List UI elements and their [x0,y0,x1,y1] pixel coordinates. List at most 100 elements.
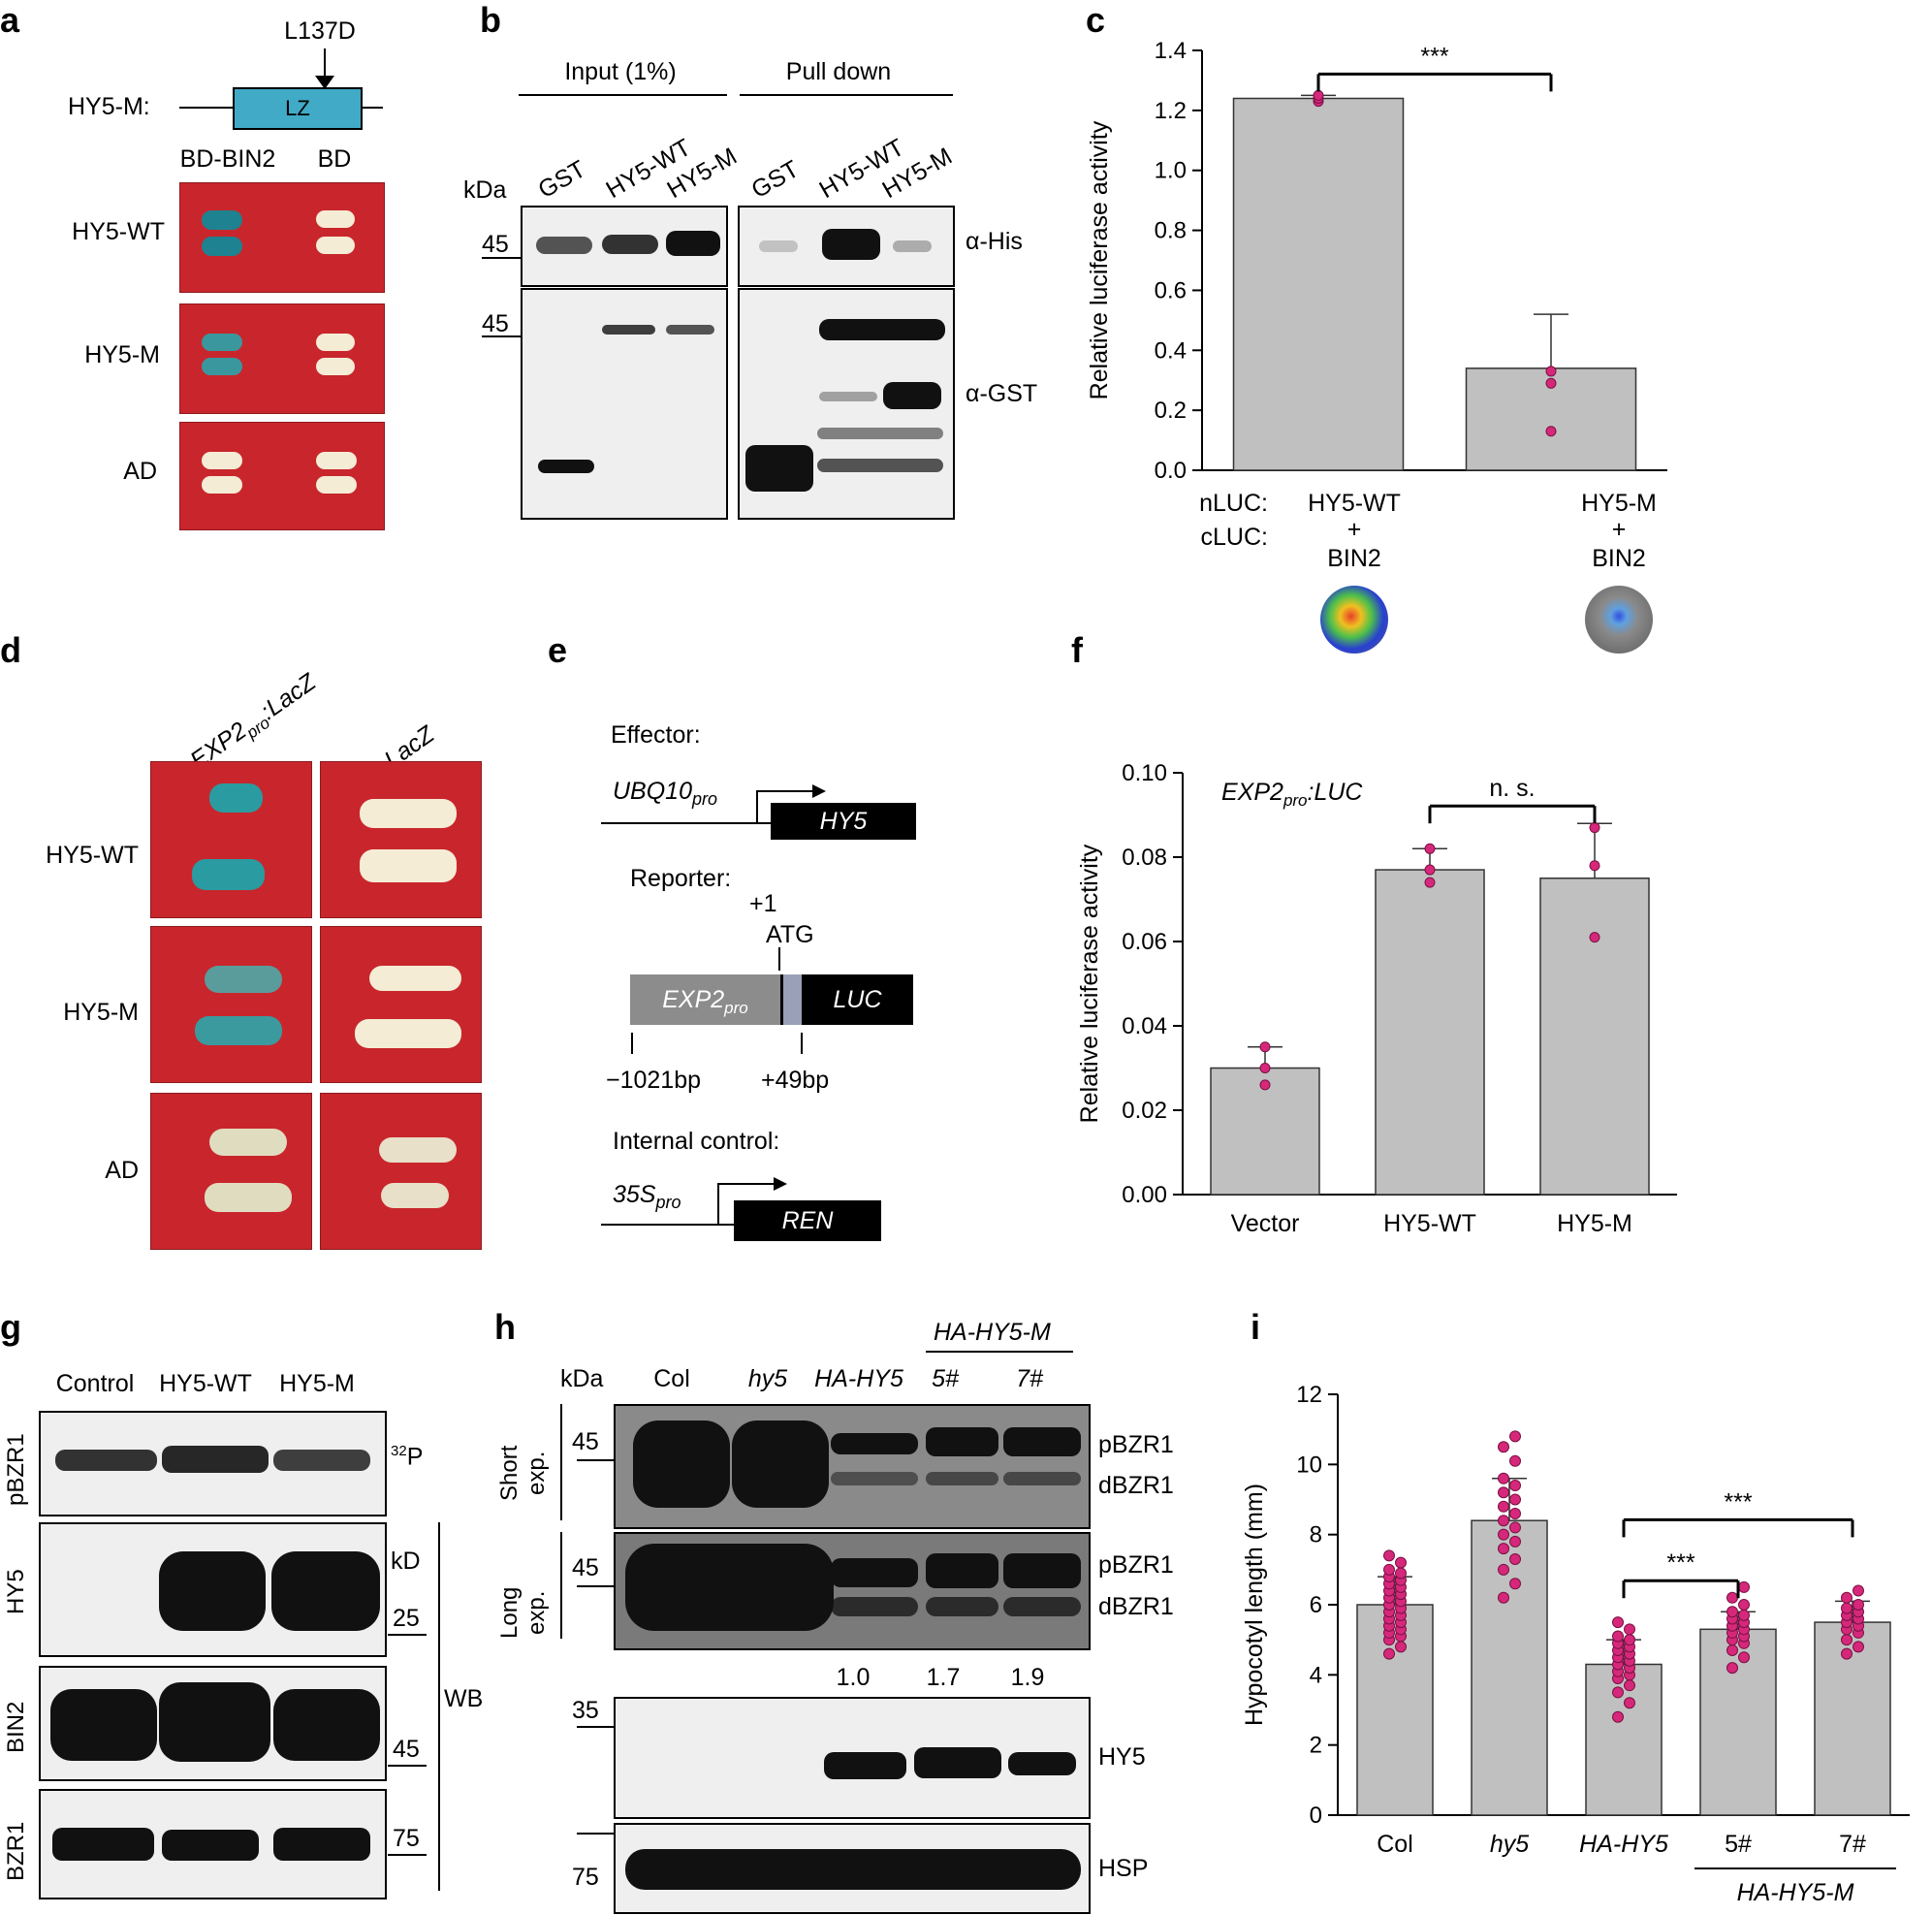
data-point [1545,366,1557,377]
data-point [1313,89,1324,101]
marker-tick [388,1765,427,1767]
blot-input-gst [521,288,728,520]
data-point [1498,1486,1509,1499]
data-point [1726,1644,1738,1657]
35s-main: 35S [613,1181,656,1208]
lane-label: Col [653,1365,690,1392]
tss-arrow-head [812,784,826,798]
row-label-pbzr1: pBZR1 [3,1433,29,1506]
data-point [1841,1647,1853,1660]
data-point [1841,1602,1853,1614]
tss-arrow [756,790,758,824]
ratio-label: 1.7 [926,1664,961,1691]
y-tick-label: 6 [1310,1592,1322,1618]
data-point [1612,1630,1624,1643]
y-tick-label: 0.4 [1155,337,1187,364]
marker-45: 45 [482,231,509,258]
y-tick-label: 0.08 [1122,845,1167,871]
promoter-line [601,822,771,824]
data-point [1545,426,1557,437]
marker-tick [388,1634,427,1636]
x-tick-label: HY5-WT [1383,1210,1476,1237]
lane-label: GST [533,155,591,205]
short-exp-label: Short exp. [496,1446,551,1501]
bar [1232,97,1405,471]
plus1-label: +1 [749,890,777,917]
marker-75: 75 [393,1825,420,1852]
lane-label: Control [55,1370,135,1397]
x-tick-label: Vector [1231,1210,1300,1237]
y-tick-label: 2 [1310,1733,1322,1759]
chart-c-cat-line: HY5-WT [1308,490,1401,517]
reporter-label: Reporter: [630,865,732,892]
bar [1471,1519,1548,1816]
data-point [1853,1599,1864,1611]
data-point [1612,1710,1624,1723]
input-group-line [519,94,727,96]
marker-25: 25 [393,1605,420,1632]
blot-hy5 [614,1697,1091,1819]
data-point [1726,1662,1738,1675]
y-tick-label: 0.04 [1122,1013,1167,1039]
nluc-label: nLUC: [1199,490,1268,517]
data-point [1498,1515,1509,1527]
panel-c-letter: c [1086,0,1106,40]
yeast-plate [150,1093,312,1250]
band-label: pBZR1 [1098,1551,1174,1579]
data-point [1383,1549,1395,1562]
significance-label: *** [1724,1488,1752,1516]
data-point [1738,1599,1750,1611]
long-exp-label: Long exp. [496,1587,551,1639]
kda-label: kDa [560,1365,604,1392]
blot-hy5 [39,1522,387,1657]
data-point [1509,1493,1521,1506]
y-tick-label: 0.6 [1155,277,1187,303]
pulldown-group-line [740,94,953,96]
chart-c-cat-line: BIN2 [1592,545,1646,572]
data-point [1498,1591,1509,1604]
right-position-label: +49bp [761,1067,830,1094]
data-point [1424,877,1436,888]
exposure-bracket [560,1404,562,1520]
marker-45: 45 [572,1554,599,1581]
data-point [1624,1634,1635,1646]
data-point [1395,1556,1407,1569]
lane-label: HY5-WT [159,1370,252,1397]
luciferase-image [1320,586,1388,654]
data-point [1589,822,1600,834]
data-point [1259,1079,1271,1091]
lane-label: 7# [1016,1365,1043,1392]
blot-pbzr1 [39,1411,387,1516]
exposure-word: Short [496,1445,523,1501]
bar [1814,1621,1891,1816]
data-point [1545,377,1557,389]
blot-input-his [521,206,728,287]
marker-tick [577,1459,614,1461]
panel-g-letter: g [0,1307,21,1347]
panel-b-letter: b [480,0,501,40]
yeast-plate [320,1093,482,1250]
data-point [1624,1679,1635,1692]
marker-45: 45 [482,310,509,337]
exposure-word: exp. [523,1451,550,1495]
chart-c: 0.0 0.2 0.4 0.6 0.8 1.0 1.2 1.4 Relative lucifer… [1086,38,1667,484]
exposure-bracket [560,1532,562,1639]
blot-pulldown-his [738,206,955,287]
data-point [1726,1591,1738,1604]
effector-label: Effector: [611,721,701,749]
blot-long-exposure [614,1532,1091,1650]
data-point [1509,1578,1521,1590]
antibody-gst: α-GST [966,380,1038,407]
y-tick-label: 0.06 [1122,929,1167,955]
panel-h-letter: h [494,1307,516,1347]
row-label-ad: AD [123,458,157,485]
ubq10-main: UBQ10 [613,778,692,805]
band-label: dBZR1 [1098,1593,1174,1620]
bar [1539,878,1650,1196]
panel-f-letter: f [1071,630,1083,670]
cluc-label: cLUC: [1200,524,1268,551]
data-point [1589,932,1600,943]
bd-bin2-col-label: BD-BIN2 [179,145,276,173]
bar [1585,1663,1663,1816]
y-tick-label: 1.2 [1155,98,1187,124]
